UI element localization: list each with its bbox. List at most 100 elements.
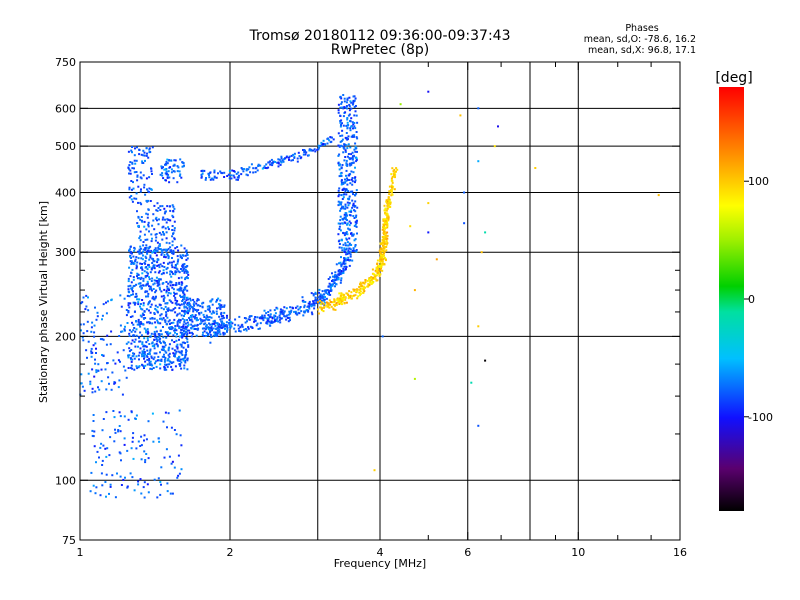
echo-point xyxy=(139,218,142,221)
echo-point xyxy=(170,328,173,331)
echo-point xyxy=(122,365,125,368)
echo-point xyxy=(327,293,329,296)
echo-point xyxy=(164,227,167,230)
echo-point xyxy=(275,318,278,321)
echo-point xyxy=(151,345,154,348)
echo-point xyxy=(181,354,184,356)
echo-point xyxy=(147,321,150,324)
echo-point xyxy=(118,411,121,414)
echo-point xyxy=(337,154,340,157)
echo-point xyxy=(133,171,136,174)
echo-point xyxy=(172,272,174,275)
echo-point xyxy=(409,225,412,228)
echo-point xyxy=(187,304,189,307)
echo-point xyxy=(232,174,235,177)
echo-point xyxy=(135,256,138,259)
y-tick-label: 200 xyxy=(55,330,76,343)
echo-point xyxy=(151,262,154,264)
echo-point xyxy=(152,213,155,216)
echo-point xyxy=(183,313,186,315)
echo-point xyxy=(349,127,352,130)
echo-point xyxy=(344,268,347,270)
echo-point xyxy=(271,161,274,164)
echo-point xyxy=(338,292,341,295)
echo-point xyxy=(208,328,210,331)
echo-point xyxy=(155,216,158,219)
echo-point xyxy=(151,257,154,260)
echo-point xyxy=(339,96,342,99)
echo-point xyxy=(219,318,222,321)
echo-point xyxy=(344,136,347,139)
echo-point xyxy=(387,215,390,218)
echo-point xyxy=(145,345,148,348)
echo-point xyxy=(127,354,130,357)
echo-point xyxy=(329,289,332,292)
echo-point xyxy=(95,347,97,350)
echo-point xyxy=(333,276,336,279)
echo-point xyxy=(382,226,384,229)
echo-point xyxy=(158,270,161,273)
echo-point xyxy=(338,153,341,156)
echo-point xyxy=(389,206,392,208)
echo-point xyxy=(185,328,188,331)
echo-point xyxy=(142,352,145,355)
echo-point xyxy=(182,334,185,337)
echo-point xyxy=(245,173,248,176)
echo-point xyxy=(133,262,136,265)
echo-point xyxy=(172,252,175,255)
echo-point xyxy=(190,314,192,317)
echo-point xyxy=(337,189,340,192)
echo-point xyxy=(385,240,388,243)
echo-point xyxy=(133,327,136,329)
echo-point xyxy=(166,253,169,255)
echo-point xyxy=(171,240,174,243)
echo-point xyxy=(303,304,306,307)
echo-point xyxy=(172,334,175,337)
echo-point xyxy=(185,330,188,333)
phase-stats-x: mean, sd,X: 96.8, 17.1 xyxy=(588,45,696,56)
echo-point xyxy=(265,312,268,315)
echo-point xyxy=(353,122,356,124)
echo-point xyxy=(228,169,231,172)
echo-point xyxy=(200,175,203,178)
echo-point xyxy=(137,318,140,321)
echo-point xyxy=(164,350,167,353)
echo-point xyxy=(171,257,173,259)
echo-point xyxy=(204,328,207,331)
echo-point xyxy=(154,321,157,324)
echo-point xyxy=(127,277,130,280)
echo-point xyxy=(142,304,145,307)
echo-point xyxy=(186,358,189,361)
echo-point xyxy=(346,222,349,225)
echo-point xyxy=(148,258,151,261)
echo-point xyxy=(143,154,146,157)
echo-point xyxy=(229,177,232,180)
echo-point xyxy=(379,269,382,272)
echo-point xyxy=(139,325,142,328)
echo-point xyxy=(169,273,172,276)
echo-point xyxy=(170,300,172,303)
echo-point xyxy=(176,357,179,360)
echo-point xyxy=(155,336,158,339)
echo-point xyxy=(150,170,153,173)
echo-point xyxy=(283,306,286,309)
echo-point xyxy=(165,268,168,271)
echo-point xyxy=(126,485,129,488)
echo-point xyxy=(342,270,345,273)
echo-point xyxy=(157,336,160,339)
echo-point xyxy=(147,247,150,250)
echo-point xyxy=(167,282,170,285)
echo-point xyxy=(142,284,145,287)
echo-point xyxy=(256,169,259,172)
echo-point xyxy=(348,220,351,223)
echo-point xyxy=(160,295,163,298)
echo-point xyxy=(143,439,145,442)
echo-point xyxy=(224,327,226,330)
echo-point xyxy=(154,335,157,338)
echo-point xyxy=(352,215,355,217)
echo-point xyxy=(146,339,149,342)
echo-point xyxy=(222,314,225,317)
echo-point xyxy=(160,313,163,316)
echo-point xyxy=(340,180,343,183)
echo-point xyxy=(87,309,90,312)
